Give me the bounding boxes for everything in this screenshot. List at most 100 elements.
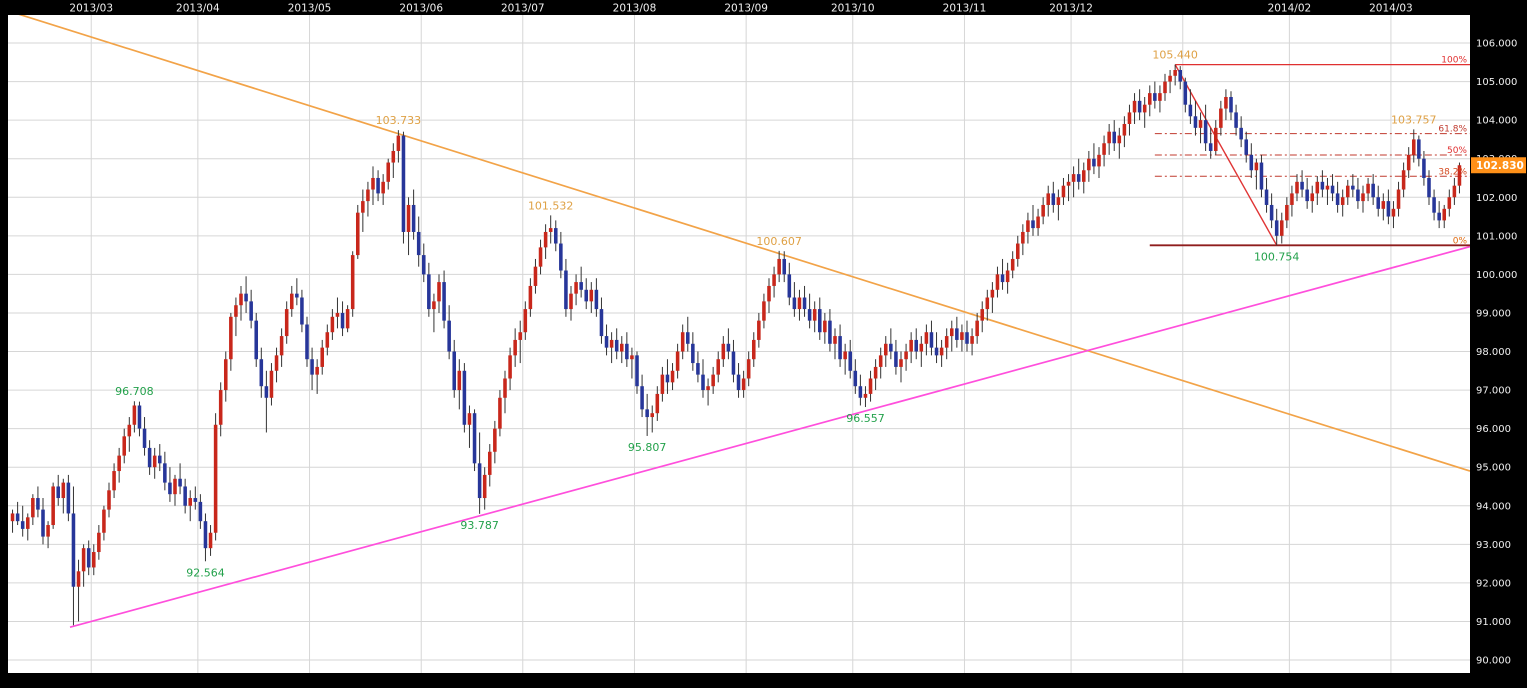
candlestick [447, 320, 451, 352]
fib-retracement[interactable] [1149, 63, 1470, 247]
candlestick [1041, 204, 1045, 217]
candlestick [452, 351, 457, 391]
candlestick [848, 351, 853, 371]
candlestick [868, 378, 873, 394]
trendline-descending-resistance[interactable] [0, 8, 1470, 472]
candlestick [609, 339, 614, 348]
candlestick [107, 490, 111, 510]
candlestick [736, 374, 741, 391]
candlestick [990, 289, 995, 298]
candlestick [685, 332, 690, 344]
candlestick [1361, 193, 1365, 202]
candlestick [518, 332, 523, 340]
candlestick [223, 359, 228, 391]
candlestick [944, 336, 949, 348]
candlestick [1076, 174, 1081, 182]
trend-lines[interactable] [0, 8, 1470, 629]
candlestick [1437, 212, 1441, 221]
fib-diagonal-line[interactable] [1174, 64, 1278, 246]
candlestick [361, 201, 365, 213]
candlestick [741, 378, 746, 391]
candlestick [340, 312, 345, 329]
candlestick [1031, 220, 1035, 229]
candlestick [1239, 127, 1243, 140]
candlestick [1021, 231, 1025, 244]
candlestick [320, 347, 325, 367]
candlestick [36, 498, 40, 510]
price-tick-label: 102.000 [1476, 193, 1517, 204]
candlestick [899, 359, 903, 367]
month-label: 2013/04 [176, 3, 220, 15]
candlestick [350, 255, 355, 310]
candlestick [889, 343, 893, 352]
candlestick [538, 247, 543, 267]
candlestick [838, 336, 842, 360]
candlestick [949, 328, 954, 337]
candlestick [178, 478, 182, 487]
plot-area[interactable] [8, 15, 1470, 673]
candlestick [655, 393, 660, 414]
candlestick [1345, 185, 1350, 198]
candlestick [1452, 185, 1457, 198]
candlestick [56, 486, 61, 499]
candlestick [1026, 220, 1030, 232]
candlestick [751, 339, 756, 360]
candlestick [1168, 75, 1172, 82]
candlestick [498, 397, 502, 429]
candlestick [396, 135, 401, 151]
candlestick [366, 189, 370, 202]
candlestick [975, 320, 979, 337]
candlestick [20, 521, 25, 529]
current-price-badge[interactable]: 102.830 [1471, 157, 1526, 174]
fib-percent-label: 61.8% [1438, 125, 1467, 135]
candlestick [630, 355, 634, 360]
candlestick [462, 370, 467, 425]
candlestick [1229, 96, 1233, 113]
candlestick [137, 405, 142, 429]
candlestick [863, 393, 868, 398]
candlestick [1310, 193, 1315, 202]
candlestick [828, 320, 832, 344]
candlestick [284, 309, 289, 337]
candlestick [914, 339, 919, 352]
candlestick [1107, 131, 1111, 144]
candlestick [173, 478, 177, 495]
candlestick [188, 498, 193, 506]
candlestick [432, 301, 436, 310]
candlestick [1112, 131, 1117, 144]
candlestick [665, 374, 670, 383]
candlestick [1244, 139, 1249, 155]
candlestick [300, 297, 304, 325]
candlestick [619, 343, 624, 352]
candlestick [1102, 143, 1106, 155]
candlestick [1442, 208, 1447, 221]
candlestick [1320, 181, 1325, 190]
trendline-ascending-support[interactable] [69, 245, 1470, 629]
candlestick [1203, 120, 1208, 144]
candlestick [86, 548, 91, 568]
candlestick [10, 513, 15, 522]
candlestick [711, 374, 715, 387]
candlestick [1127, 112, 1132, 124]
candlestick [391, 150, 396, 163]
candlestick [1325, 185, 1330, 190]
candlestick [1386, 201, 1391, 217]
candlestick [1219, 108, 1223, 128]
swing-labels: 96.708 92.564 103.733 93.787 101.532 95.807 10… [115, 49, 1436, 580]
current-price-bg[interactable] [1471, 157, 1526, 174]
swing-high-label: 103.733 [376, 114, 422, 127]
month-label: 2013/11 [943, 3, 987, 15]
candlestick [1366, 183, 1370, 194]
candles-layer [10, 64, 1462, 626]
candlestick [406, 204, 411, 232]
candlestick [1000, 274, 1005, 283]
candlestick [315, 366, 319, 375]
candlestick [929, 332, 934, 348]
candlestick [1406, 154, 1411, 171]
candlestick [1411, 139, 1416, 155]
candlestick [985, 297, 990, 310]
candlestick [645, 409, 649, 418]
left-border-strip [0, 0, 8, 688]
